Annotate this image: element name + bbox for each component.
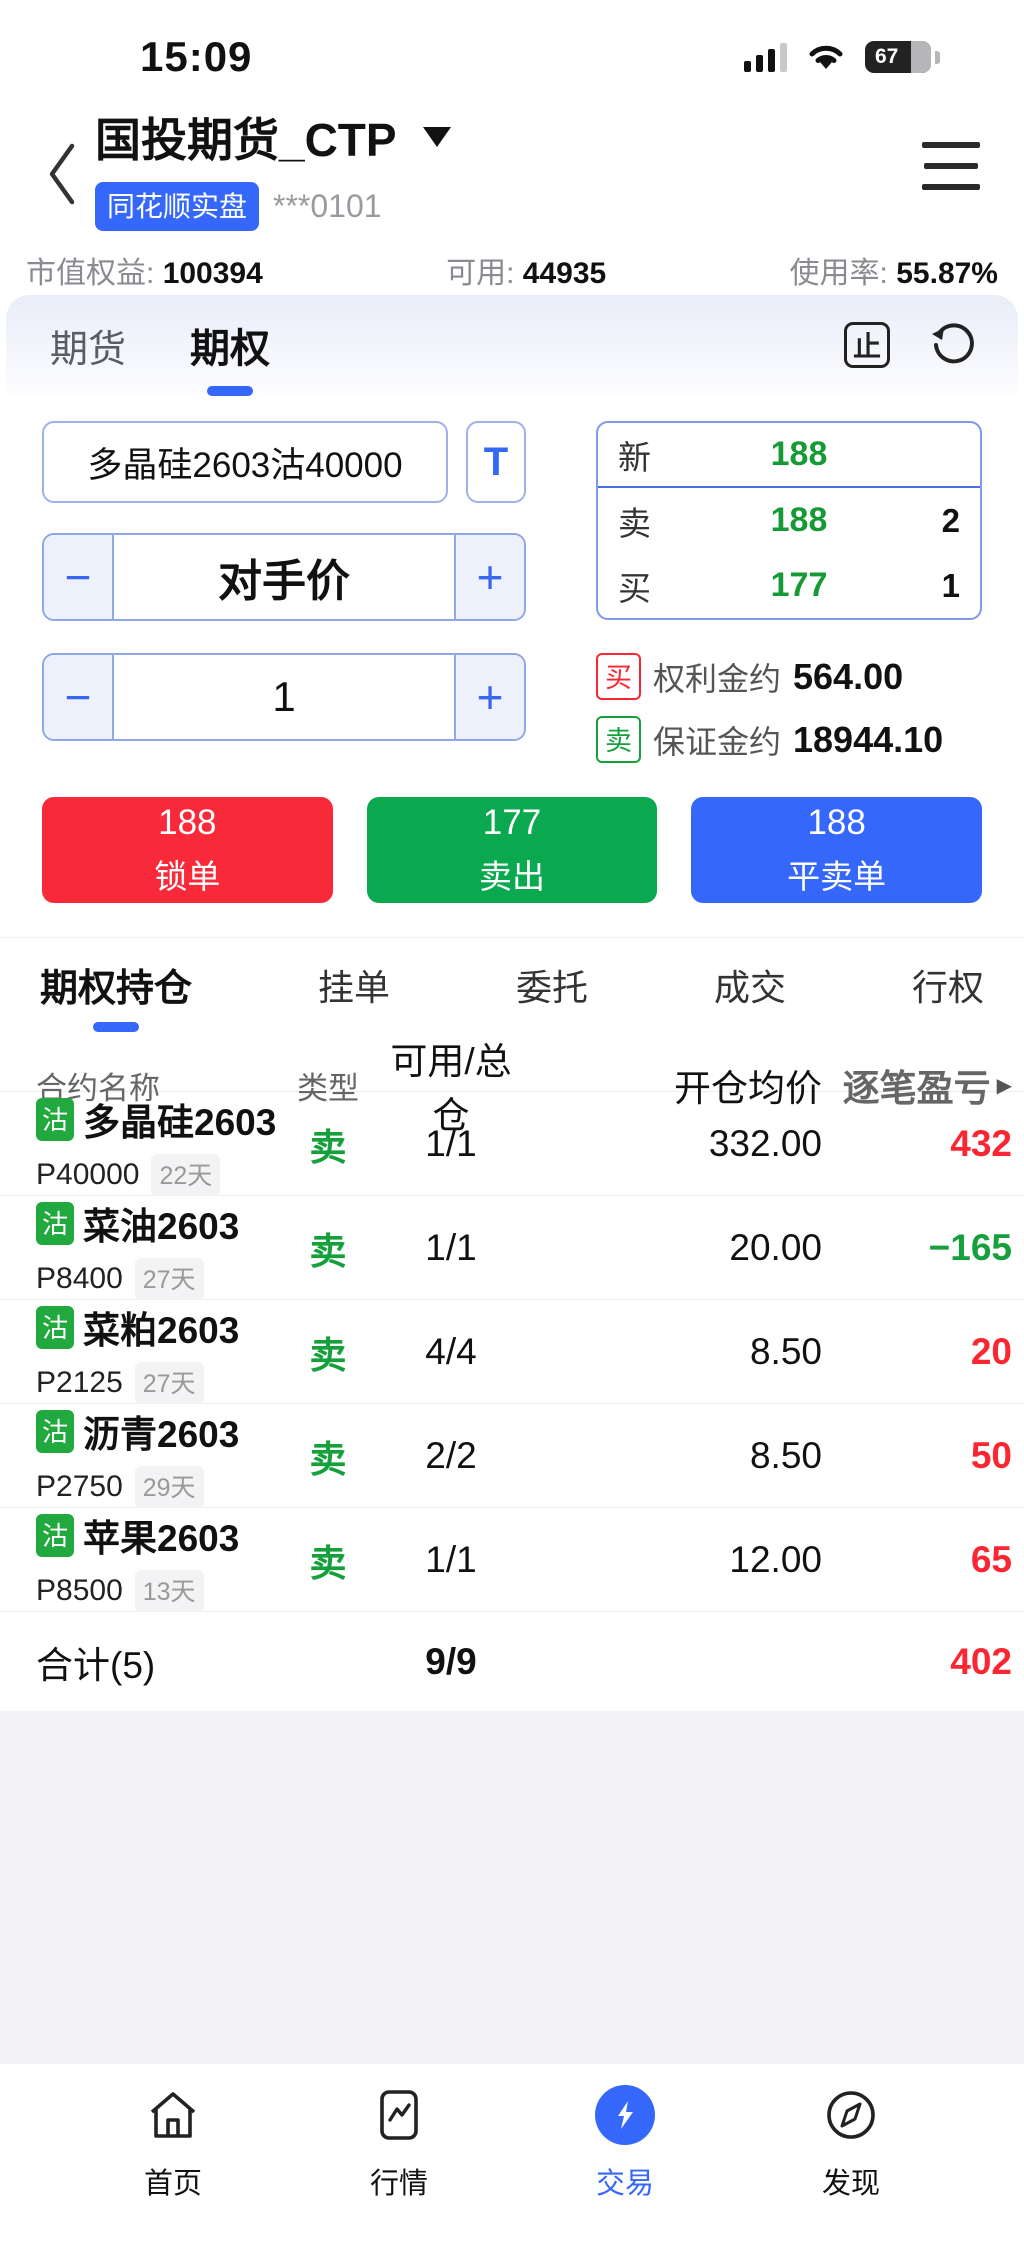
menu-icon[interactable] (922, 142, 980, 205)
trade-icon (595, 2085, 655, 2145)
last-price-row[interactable]: 新 188 (598, 423, 980, 488)
battery-cap (935, 50, 940, 64)
price-minus-button[interactable]: − (44, 535, 114, 619)
broker-title[interactable]: 国投期货_CTP (95, 114, 397, 166)
margin-row: 卖 保证金约 18944.10 (596, 716, 982, 763)
price-plus-button[interactable]: + (454, 535, 524, 619)
trade-tab-bar: 期货 期权 止 (6, 295, 1018, 396)
table-row[interactable]: 沽沥青2603 P2750 29天 卖 2/2 8.50 50 (0, 1403, 1024, 1508)
nav-trade[interactable]: 交易 (512, 2084, 738, 2251)
quantity-field[interactable]: 1 (272, 673, 296, 720)
quantity-stepper: − 1 + (42, 653, 526, 741)
back-icon[interactable] (44, 138, 78, 210)
premium-row: 买 权利金约 564.00 (596, 653, 982, 700)
tab-entrusts[interactable]: 委托 (515, 966, 588, 1008)
contract-picker-button[interactable]: T (466, 421, 526, 503)
total-row: 合计(5) 9/9 402 (0, 1611, 1024, 1711)
active-tab-indicator (207, 386, 254, 396)
account-type-badge: 同花顺实盘 (95, 182, 260, 231)
wifi-icon (809, 45, 843, 69)
refresh-icon[interactable] (928, 322, 974, 368)
put-badge: 沽 (36, 1409, 75, 1453)
tab-futures[interactable]: 期货 (50, 328, 127, 371)
positions-table: 合约名称 类型 可用/总仓 开仓均价 逐笔盈亏 ▶ 沽多晶硅2603 P40000… (0, 1031, 1024, 1711)
trade-card: 期货 期权 止 多晶硅2603沽40000 T − 对手价 + (6, 295, 1018, 937)
sell-open-button[interactable]: 177 卖出 (366, 797, 658, 903)
nav-quotes[interactable]: 行情 (286, 2084, 512, 2251)
pnl-sort-header[interactable]: 逐笔盈亏 ▶ (842, 1068, 1012, 1109)
header: 国投期货_CTP 同花顺实盘 ***0101 (0, 100, 1024, 245)
margin-info: 买 权利金约 564.00 卖 保证金约 18944.10 (596, 653, 982, 763)
tab-pending-orders[interactable]: 挂单 (317, 966, 390, 1008)
close-short-button[interactable]: 188 平卖单 (691, 797, 983, 903)
qty-minus-button[interactable]: − (44, 655, 114, 739)
sell-tag: 卖 (596, 716, 641, 763)
empty-area (0, 1711, 1024, 2064)
days-badge: 27天 (134, 1258, 204, 1300)
order-entry: 多晶硅2603沽40000 T − 对手价 + 新 188 (6, 395, 1018, 937)
compass-icon (820, 2084, 882, 2146)
quote-panel[interactable]: 新 188 卖 188 2 买 177 1 (596, 421, 982, 620)
ask-row[interactable]: 卖 188 2 (618, 501, 960, 542)
lock-order-button[interactable]: 188 锁单 (42, 797, 333, 903)
contract-input[interactable]: 多晶硅2603沽40000 (42, 421, 448, 503)
tab-fills[interactable]: 成交 (713, 966, 786, 1008)
available-stat: 可用: 44935 (446, 257, 607, 290)
clock: 15:09 (140, 33, 253, 80)
sort-arrow-icon: ▶ (996, 1074, 1012, 1097)
tab-exercise[interactable]: 行权 (911, 966, 984, 1008)
account-dropdown-icon[interactable] (422, 127, 451, 147)
table-row[interactable]: 沽多晶硅2603 P40000 22天 卖 1/1 332.00 432 (0, 1091, 1024, 1196)
table-row[interactable]: 沽苹果2603 P8500 13天 卖 1/1 12.00 65 (0, 1507, 1024, 1612)
table-row[interactable]: 沽菜粕2603 P2125 27天 卖 4/4 8.50 20 (0, 1299, 1024, 1404)
nav-discover[interactable]: 发现 (738, 2084, 964, 2251)
table-header: 合约名称 类型 可用/总仓 开仓均价 逐笔盈亏 ▶ (36, 1041, 1012, 1136)
bid-row[interactable]: 买 177 1 (618, 566, 960, 607)
home-icon (142, 2084, 204, 2146)
price-mode-field[interactable]: 对手价 (218, 557, 350, 606)
days-badge: 13天 (134, 1570, 204, 1612)
cellular-signal-icon (744, 42, 787, 72)
days-badge: 27天 (134, 1362, 204, 1404)
table-row[interactable]: 沽菜油2603 P8400 27天 卖 1/1 20.00 −165 (0, 1195, 1024, 1300)
account-summary: 市值权益: 100394 可用: 44935 使用率: 55.87% (0, 245, 1024, 295)
position-tab-bar: 期权持仓 挂单 委托 成交 行权 (0, 937, 1024, 1032)
equity-stat: 市值权益: 100394 (26, 257, 263, 290)
status-bar: 15:09 67 (0, 0, 1024, 100)
put-badge: 沽 (36, 1513, 75, 1557)
account-number: ***0101 (273, 188, 382, 224)
battery-percent: 67 (875, 45, 899, 68)
battery-icon: 67 (865, 41, 931, 73)
price-stepper: − 对手价 + (42, 533, 526, 621)
days-badge: 22天 (151, 1154, 221, 1196)
put-badge: 沽 (36, 1097, 75, 1141)
put-badge: 沽 (36, 1201, 75, 1245)
nav-home[interactable]: 首页 (60, 2084, 286, 2251)
bottom-nav: 首页 行情 交易 发现 (0, 2064, 1024, 2251)
days-badge: 29天 (134, 1466, 204, 1508)
tab-option-positions[interactable]: 期权持仓 (40, 957, 192, 1032)
tab-options[interactable]: 期权 (190, 316, 270, 396)
buy-tag: 买 (596, 653, 641, 700)
put-badge: 沽 (36, 1305, 75, 1349)
condition-order-icon[interactable]: 止 (844, 322, 890, 368)
chart-icon (368, 2084, 430, 2146)
usage-stat: 使用率: 55.87% (789, 257, 998, 290)
qty-plus-button[interactable]: + (454, 655, 524, 739)
